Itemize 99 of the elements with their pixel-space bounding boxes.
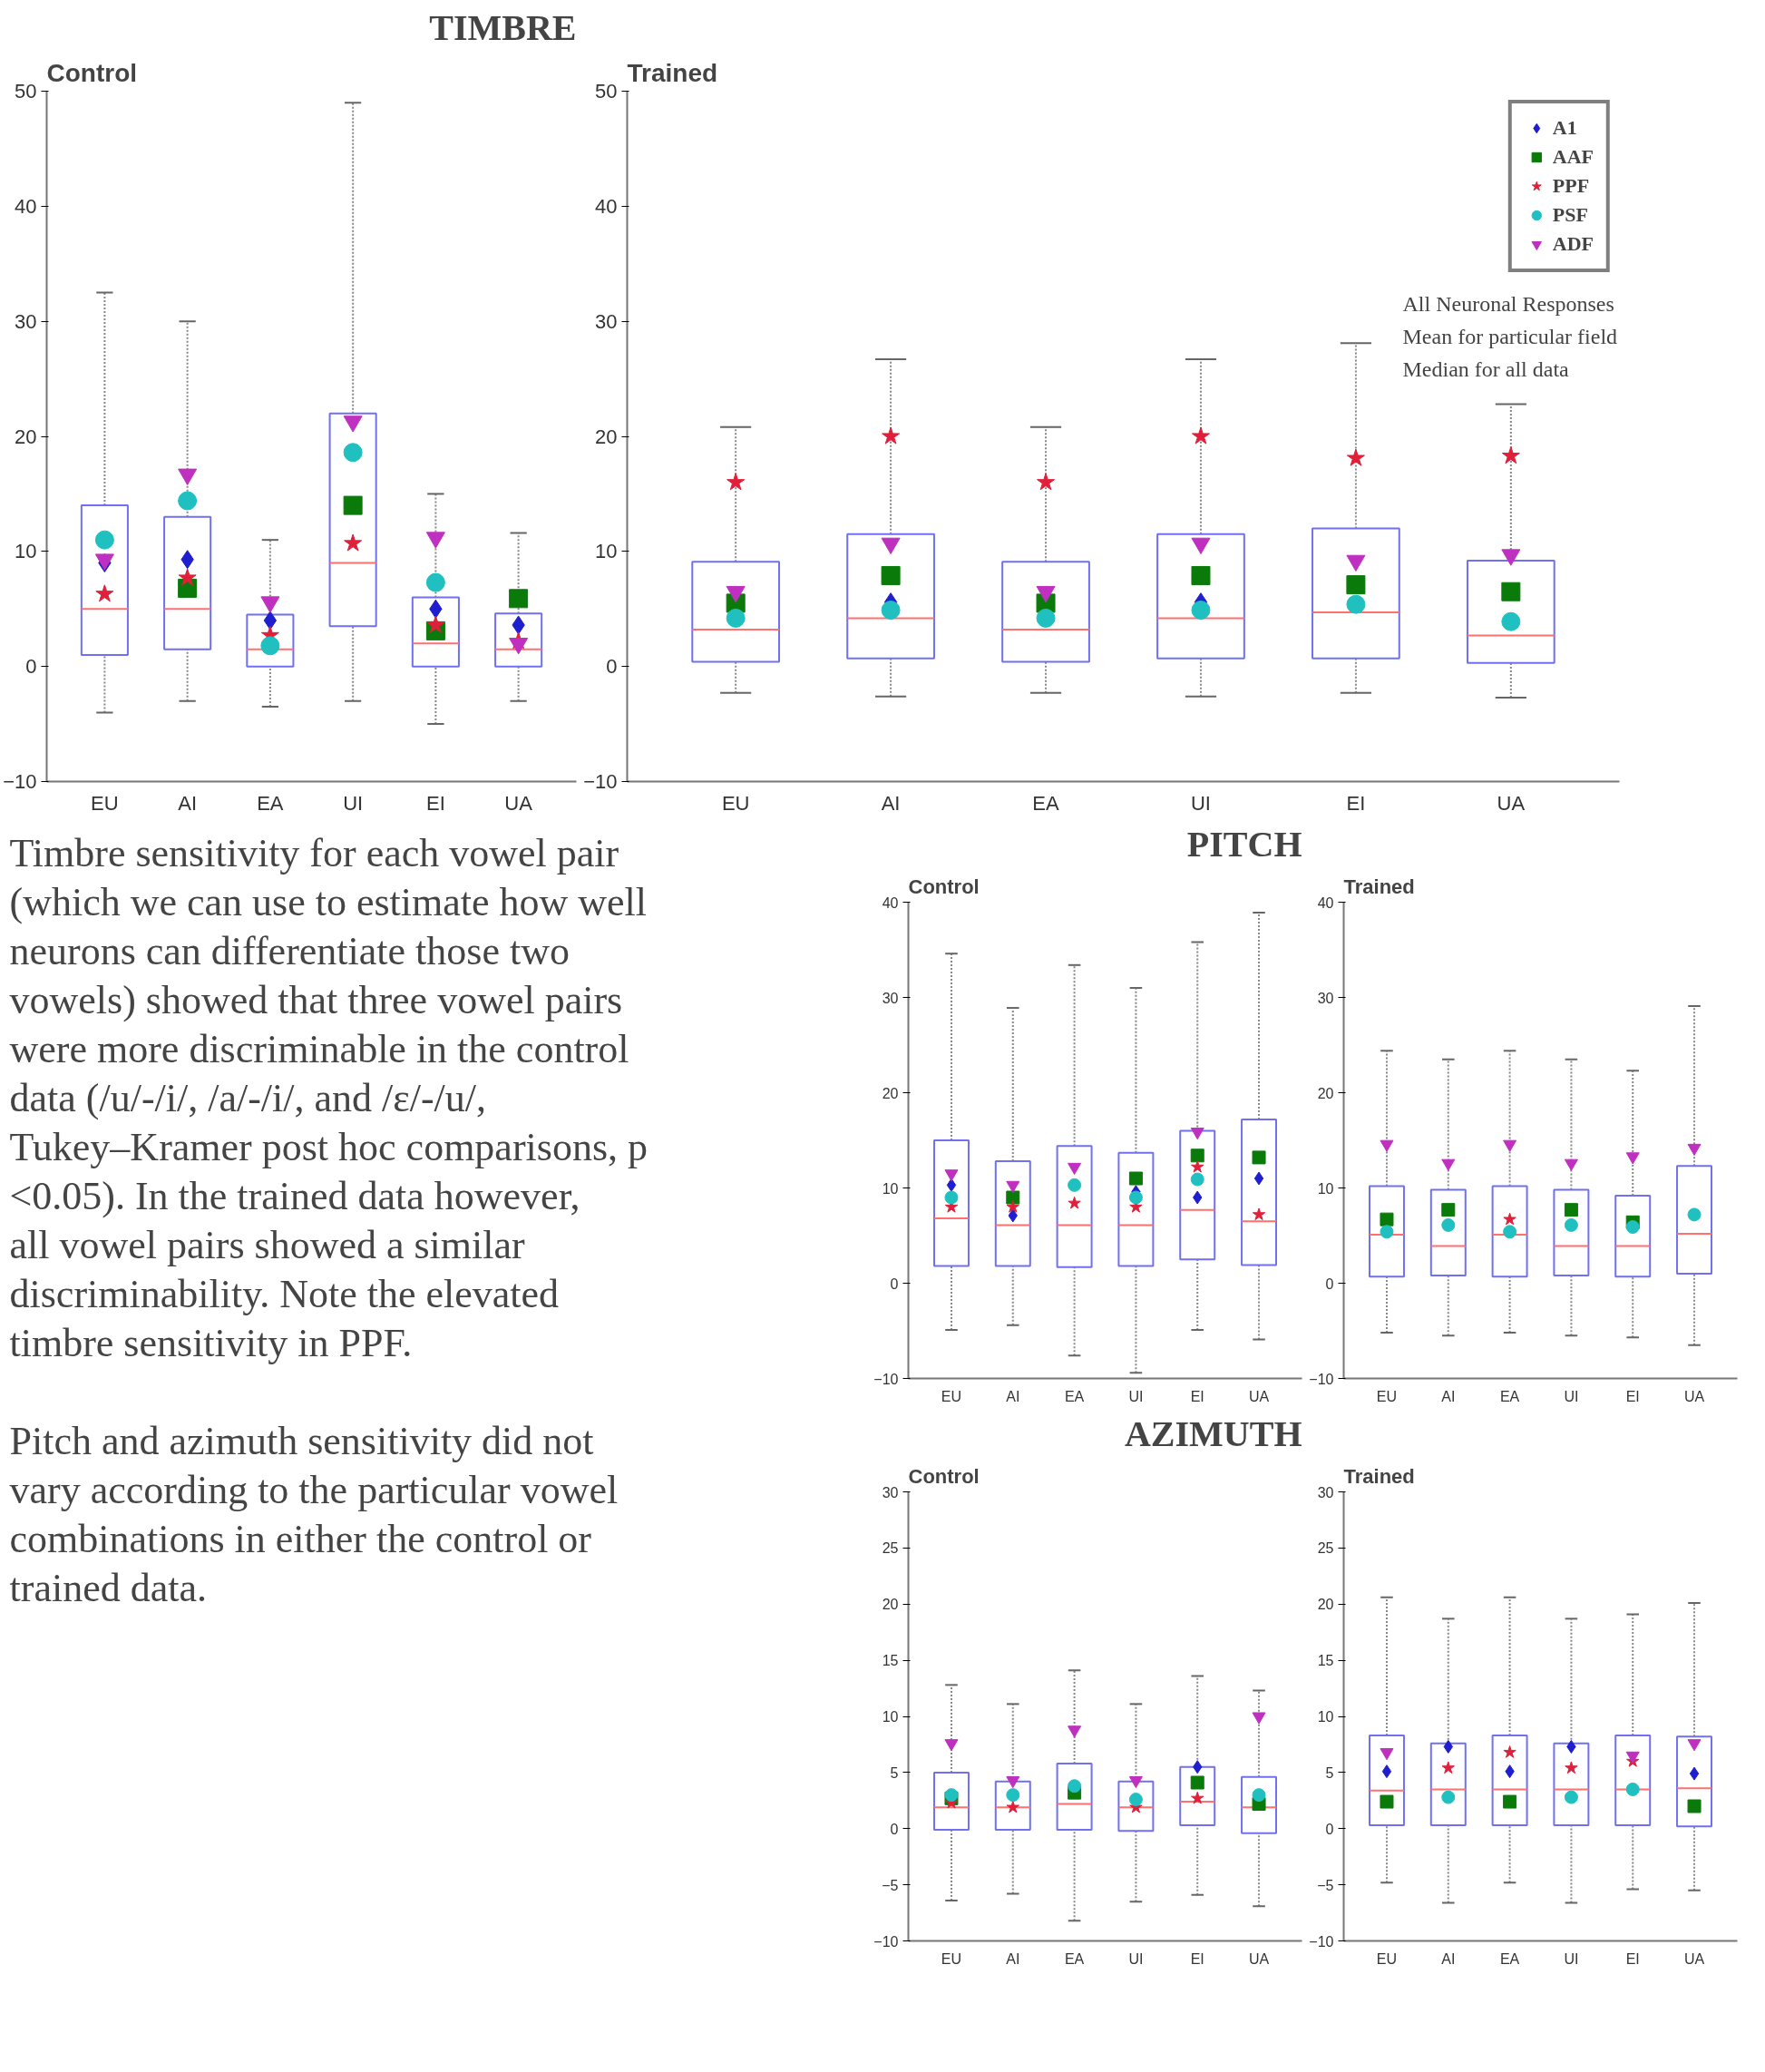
- x-tick-label: EI: [1190, 1388, 1204, 1404]
- x-tick-label: EA: [1032, 791, 1060, 815]
- y-tick-label: 10: [882, 1709, 899, 1725]
- y-tick-label: 0: [890, 1821, 899, 1837]
- y-tick-label: 20: [15, 425, 37, 448]
- x-tick-label: UI: [1564, 1388, 1579, 1404]
- y-tick-label: 40: [882, 894, 899, 911]
- x-tick-label: EI: [1190, 1950, 1204, 1967]
- y-tick-label: 30: [595, 309, 618, 333]
- y-tick-label: 50: [15, 80, 37, 103]
- y-tick-label: −10: [3, 770, 37, 793]
- chart-subtitle: Trained: [627, 58, 718, 87]
- y-tick-label: 0: [606, 655, 618, 679]
- y-tick-label: 5: [890, 1764, 899, 1781]
- legend-label: A1: [1552, 116, 1577, 140]
- x-tick-label: AI: [1441, 1388, 1456, 1404]
- y-tick-label: 20: [882, 1597, 899, 1613]
- x-tick-label: UI: [1564, 1950, 1579, 1967]
- legend-label: PSF: [1552, 203, 1588, 227]
- x-tick-label: UA: [1248, 1388, 1270, 1404]
- x-tick-label: UI: [343, 791, 364, 815]
- x-tick-label: UA: [1497, 791, 1526, 815]
- y-tick-label: 0: [890, 1275, 899, 1292]
- x-tick-label: EA: [1499, 1950, 1520, 1967]
- x-tick-label: AI: [178, 791, 198, 815]
- annotation: Mean for particular field: [1402, 325, 1618, 348]
- x-tick-label: EU: [941, 1388, 962, 1404]
- y-tick-label: 30: [1317, 990, 1334, 1006]
- chart-title: PITCH: [1186, 823, 1302, 865]
- x-tick-label: EA: [257, 791, 284, 815]
- y-tick-label: 15: [1317, 1653, 1334, 1669]
- y-tick-label: −10: [583, 770, 618, 793]
- x-tick-label: EU: [1376, 1388, 1398, 1404]
- y-tick-label: −5: [882, 1877, 899, 1893]
- chart-subtitle: Trained: [1343, 875, 1415, 898]
- x-tick-label: EU: [941, 1950, 962, 1967]
- y-tick-label: 10: [1317, 1709, 1334, 1725]
- legend-label: PPF: [1552, 174, 1590, 198]
- y-tick-label: −10: [873, 1933, 899, 1950]
- chart-subtitle: Control: [46, 58, 138, 87]
- y-tick-label: 30: [15, 309, 37, 333]
- text: Pitch and azimuth sensitivity did not vary according to the particular vowel combinations in either the control or trained data.: [9, 1419, 619, 1610]
- y-tick-label: 30: [1317, 1484, 1334, 1500]
- legend-label: ADF: [1552, 232, 1594, 256]
- y-tick-label: 20: [1317, 1597, 1334, 1613]
- y-tick-label: 40: [15, 194, 37, 218]
- y-tick-label: 0: [1325, 1821, 1334, 1837]
- y-tick-label: 0: [25, 655, 37, 679]
- text: Timbre sensitivity for each vowel pair (which we can use to estimate how well neurons can differentiate those two vowels) showed that three vowel pairs were more discriminable in the control data (/u/-/i/, /a/-/i/, and /ɛ/-/u/, Tukey–Kramer post hoc comparisons, p <0.05). In the trained data however, all vowel pairs showed a similar discriminability. Note the elevated timbre sensitivity in PPF.: [9, 831, 648, 1365]
- chart-title: AZIMUTH: [1124, 1412, 1302, 1454]
- y-tick-label: 10: [1317, 1180, 1334, 1197]
- y-tick-label: 10: [882, 1180, 899, 1197]
- y-tick-label: 0: [1325, 1275, 1334, 1292]
- x-tick-label: AI: [1441, 1950, 1456, 1967]
- y-tick-label: 15: [882, 1653, 899, 1669]
- x-tick-label: EU: [1376, 1950, 1398, 1967]
- y-tick-label: 40: [1317, 894, 1334, 911]
- x-tick-label: EA: [1064, 1950, 1085, 1967]
- x-tick-label: EU: [721, 791, 750, 815]
- y-tick-label: 10: [15, 540, 37, 563]
- y-tick-label: 20: [882, 1085, 899, 1101]
- y-tick-label: −5: [1317, 1877, 1334, 1893]
- x-tick-label: EA: [1064, 1388, 1085, 1404]
- y-tick-label: 20: [595, 425, 618, 448]
- y-tick-label: 50: [595, 80, 618, 103]
- y-tick-label: 25: [1317, 1540, 1334, 1557]
- y-tick-label: −10: [1309, 1371, 1334, 1387]
- x-tick-label: EU: [91, 791, 119, 815]
- chart-title: TIMBRE: [429, 6, 577, 48]
- x-tick-label: EI: [1625, 1388, 1640, 1404]
- x-tick-label: EI: [1625, 1950, 1640, 1967]
- y-tick-label: 20: [1317, 1085, 1334, 1101]
- x-tick-label: UI: [1128, 1950, 1144, 1967]
- y-tick-label: 30: [882, 990, 899, 1006]
- x-tick-label: UA: [504, 791, 533, 815]
- y-tick-label: 40: [595, 194, 618, 218]
- y-tick-label: 10: [595, 540, 618, 563]
- x-tick-label: AI: [1006, 1950, 1020, 1967]
- x-tick-label: UI: [1190, 791, 1211, 815]
- x-tick-label: UA: [1248, 1950, 1270, 1967]
- y-tick-label: 5: [1325, 1764, 1334, 1781]
- chart-subtitle: Control: [908, 1464, 980, 1488]
- y-tick-label: −10: [1309, 1933, 1334, 1950]
- annotation: All Neuronal Responses: [1402, 292, 1614, 316]
- x-tick-label: AI: [1006, 1388, 1020, 1404]
- x-tick-label: UI: [1128, 1388, 1144, 1404]
- x-tick-label: AI: [881, 791, 901, 815]
- y-tick-label: −10: [873, 1371, 899, 1387]
- legend-label: AAF: [1552, 145, 1594, 169]
- x-tick-label: UA: [1683, 1388, 1705, 1404]
- x-tick-label: EA: [1499, 1388, 1520, 1404]
- y-tick-label: 25: [882, 1540, 899, 1557]
- chart-subtitle: Trained: [1343, 1464, 1415, 1488]
- x-tick-label: EI: [1346, 791, 1366, 815]
- x-tick-label: UA: [1683, 1950, 1705, 1967]
- x-tick-label: EI: [425, 791, 445, 815]
- y-tick-label: 30: [882, 1484, 899, 1500]
- annotation: Median for all data: [1402, 357, 1570, 381]
- chart-subtitle: Control: [908, 875, 980, 898]
